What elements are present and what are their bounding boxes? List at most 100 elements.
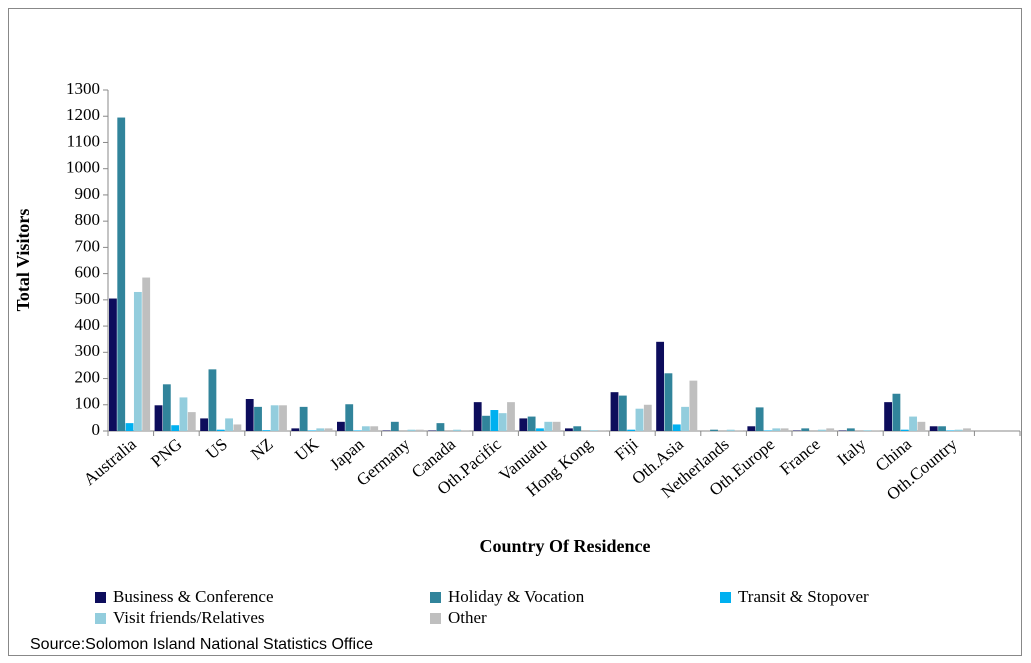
bar xyxy=(755,407,764,431)
y-tick-label: 300 xyxy=(75,341,101,360)
bar xyxy=(142,277,151,431)
bar xyxy=(291,428,300,431)
y-axis-title: Total Visitors xyxy=(13,209,33,312)
bar xyxy=(507,402,515,431)
bar xyxy=(573,426,582,431)
bar xyxy=(179,397,188,431)
bar xyxy=(954,429,963,431)
bar xyxy=(544,421,553,431)
bar xyxy=(565,428,573,431)
bar xyxy=(361,426,370,431)
y-tick-label: 700 xyxy=(75,236,101,255)
legend-label: Transit & Stopover xyxy=(738,587,869,606)
bar xyxy=(453,429,461,431)
bar xyxy=(415,429,424,431)
bar xyxy=(154,405,163,431)
bar xyxy=(909,416,917,431)
bar xyxy=(162,384,171,431)
bar xyxy=(527,416,536,431)
bar xyxy=(900,429,909,431)
bar xyxy=(490,410,499,431)
bar xyxy=(726,429,735,431)
bar xyxy=(664,373,673,431)
bar xyxy=(498,413,507,431)
bar xyxy=(764,430,772,431)
bar xyxy=(610,392,619,431)
legend-swatch xyxy=(95,592,106,603)
y-tick-label: 800 xyxy=(75,210,101,229)
source-note: Source:Solomon Island National Statistic… xyxy=(30,636,373,653)
y-tick-label: 100 xyxy=(75,394,101,413)
bar xyxy=(863,430,872,431)
bar xyxy=(254,406,262,431)
bar xyxy=(428,430,437,431)
bar xyxy=(846,428,855,431)
bar xyxy=(171,425,180,431)
bar xyxy=(589,430,598,431)
bar xyxy=(225,418,233,431)
y-tick-label: 900 xyxy=(75,184,101,203)
y-tick-label: 1100 xyxy=(67,131,100,150)
bar xyxy=(946,430,955,431)
bar xyxy=(672,424,681,431)
bar xyxy=(370,426,379,431)
y-tick-label: 1300 xyxy=(66,79,100,98)
bar xyxy=(793,430,801,431)
bar xyxy=(689,380,698,431)
bar xyxy=(382,430,391,431)
bar xyxy=(461,430,470,431)
legend-label: Holiday & Vocation xyxy=(448,587,585,606)
legend-label: Visit friends/Relatives xyxy=(113,608,264,627)
y-tick-label: 500 xyxy=(75,289,101,308)
bar xyxy=(407,429,416,431)
bar xyxy=(627,429,636,431)
bar xyxy=(353,430,362,431)
bar xyxy=(710,429,718,431)
bar xyxy=(838,430,847,431)
bar xyxy=(817,429,826,431)
bar xyxy=(308,430,316,431)
legend-swatch xyxy=(95,613,106,624)
legend-label: Other xyxy=(448,608,487,627)
bar xyxy=(262,430,271,431)
bar xyxy=(871,430,880,431)
bar xyxy=(482,415,490,431)
bar xyxy=(681,406,689,431)
bar xyxy=(772,428,781,431)
bar xyxy=(735,430,743,431)
bar xyxy=(233,424,242,431)
bar xyxy=(245,398,254,431)
bar xyxy=(884,402,893,431)
bar xyxy=(826,428,835,431)
bar xyxy=(635,408,644,431)
bar xyxy=(938,426,946,431)
x-axis-title: Country Of Residence xyxy=(480,536,651,556)
y-tick-label: 1200 xyxy=(66,105,100,124)
bar xyxy=(117,117,126,432)
legend-swatch xyxy=(720,592,731,603)
bar xyxy=(200,418,209,431)
y-tick-label: 1000 xyxy=(66,158,100,177)
bar xyxy=(917,421,926,431)
bar xyxy=(929,426,938,431)
bar xyxy=(299,406,308,431)
bar xyxy=(109,298,117,431)
bar xyxy=(216,429,225,431)
bar xyxy=(316,428,325,431)
bar xyxy=(436,423,445,431)
bar xyxy=(780,428,789,431)
bar xyxy=(643,404,652,431)
chart-border xyxy=(8,8,1022,656)
bar xyxy=(187,412,196,431)
bar xyxy=(656,341,665,431)
bar xyxy=(208,369,217,431)
bar xyxy=(536,428,544,431)
bar xyxy=(618,395,627,431)
legend-label: Business & Conference xyxy=(113,587,274,606)
bar xyxy=(892,393,901,431)
bar xyxy=(133,291,142,431)
y-tick-label: 400 xyxy=(75,315,101,334)
bar xyxy=(473,402,482,431)
